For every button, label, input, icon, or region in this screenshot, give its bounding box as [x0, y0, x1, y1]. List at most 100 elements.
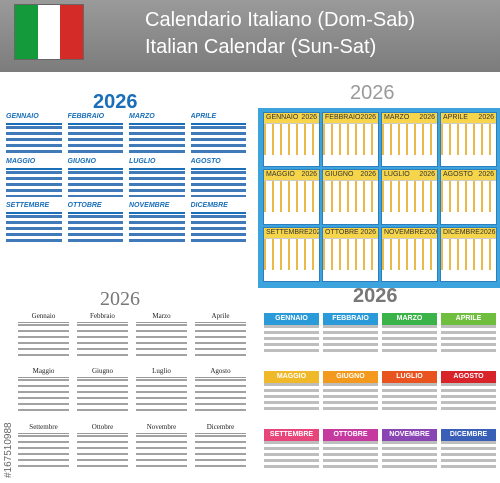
day-rows	[323, 325, 378, 355]
day-rows	[382, 237, 437, 270]
day-rows	[264, 383, 319, 413]
year-label: 2026	[100, 288, 140, 310]
year-label: 2026	[346, 82, 399, 105]
divider	[6, 212, 62, 215]
day-rows	[195, 379, 246, 414]
day-rows	[195, 434, 246, 469]
month-name: Dicembre	[206, 422, 235, 431]
day-rows	[129, 170, 185, 198]
month-year: 2026	[301, 114, 317, 121]
month-8: AGOSTO 2026	[440, 169, 497, 225]
month-name: NOVEMBRE	[129, 202, 170, 210]
month-name: LUGLIO 2026	[382, 170, 437, 181]
month-year: 2026	[360, 228, 376, 236]
day-rows	[382, 441, 437, 471]
month-name: Marzo	[152, 312, 171, 320]
month-name: Febbraio	[90, 312, 115, 320]
divider	[190, 167, 246, 170]
divider	[18, 432, 69, 434]
month-name: LUGLIO	[129, 157, 156, 165]
month-name: NOVEMBRE2026	[382, 227, 437, 238]
month-5: MAGGIO 2026	[263, 169, 320, 225]
month-6: GIUGNO	[67, 157, 123, 198]
month-name: APRILE	[190, 113, 217, 120]
month-name: APRILE 2026	[441, 113, 496, 123]
month-7: LUGLIO 2026	[381, 169, 438, 225]
month-name: NOVEMBRE	[382, 429, 437, 441]
day-rows	[264, 237, 319, 270]
divider	[129, 212, 185, 215]
day-rows	[323, 123, 378, 155]
day-rows	[77, 434, 128, 469]
day-rows	[67, 126, 123, 153]
day-rows	[382, 325, 437, 355]
month-2: FEBBRAIO	[67, 112, 123, 153]
divider	[136, 322, 187, 323]
month-4: APRILE	[441, 313, 496, 365]
month-9: SETTEMBRE	[6, 201, 62, 242]
month-2: FEBBRAIO 2026	[322, 112, 379, 168]
day-rows	[323, 237, 378, 270]
month-4: Aprile	[195, 311, 246, 360]
month-10: OTTOBRE	[323, 429, 378, 481]
month-name: FEBBRAIO	[67, 113, 105, 120]
month-name: Maggio	[32, 367, 55, 376]
day-rows	[441, 180, 496, 213]
month-year: 2026	[479, 228, 496, 236]
month-9: SETTEMBRE2026	[263, 226, 320, 282]
month-name: SETTEMBRE	[264, 429, 319, 441]
month-name: Settembre	[29, 422, 58, 431]
month-name: Ottobre	[91, 422, 114, 431]
day-rows	[77, 379, 128, 414]
month-12: DICEMBRE	[441, 429, 496, 481]
month-9: SETTEMBRE	[264, 429, 319, 481]
divider	[77, 322, 128, 323]
month-name: FEBBRAIO 2026	[323, 113, 378, 123]
month-5: MAGGIO	[6, 157, 62, 198]
month-name: SETTEMBRE	[6, 202, 50, 210]
month-name: Aprile	[211, 312, 230, 320]
month-1: GENNAIO	[264, 313, 319, 365]
day-rows	[136, 379, 187, 414]
divider	[77, 432, 128, 434]
month-name: GENNAIO 2026	[264, 113, 319, 123]
month-name: MAGGIO	[6, 157, 36, 165]
flag-green-stripe	[15, 5, 38, 59]
divider	[18, 377, 69, 379]
month-name: GENNAIO	[6, 113, 39, 120]
day-rows	[382, 180, 437, 213]
month-12: DICEMBRE 2026	[440, 226, 497, 282]
header-banner: Calendario Italiano (Dom-Sab) Italian Ca…	[0, 0, 500, 72]
month-name: MAGGIO	[264, 371, 319, 383]
month-6: Giugno	[77, 366, 128, 415]
month-name: OTTOBRE	[67, 202, 102, 210]
month-3: MARZO	[382, 313, 437, 365]
month-6: GIUGNO 2026	[322, 169, 379, 225]
month-7: LUGLIO	[129, 157, 185, 198]
stock-watermark: #167510988	[3, 422, 14, 478]
day-rows	[190, 215, 246, 242]
month-7: LUGLIO	[382, 371, 437, 423]
divider	[195, 432, 246, 434]
day-rows	[129, 215, 185, 242]
divider	[77, 377, 128, 379]
month-name: GIUGNO 2026	[323, 170, 378, 181]
month-9: Settembre	[18, 422, 69, 471]
month-name: SETTEMBRE2026	[264, 227, 319, 238]
day-rows	[264, 325, 319, 355]
flag-white-stripe	[37, 5, 61, 59]
month-name: MARZO 2026	[382, 113, 437, 123]
month-year: 2026	[360, 171, 376, 179]
month-name: GIUGNO	[67, 157, 96, 165]
month-year: 2026	[360, 114, 376, 121]
month-name: MARZO	[129, 113, 155, 120]
day-rows	[441, 237, 496, 270]
month-4: APRILE 2026	[440, 112, 497, 168]
day-rows	[264, 180, 319, 213]
month-year: 2026	[424, 228, 437, 236]
month-name: DICEMBRE 2026	[441, 227, 496, 238]
day-rows	[77, 324, 128, 358]
divider	[190, 212, 246, 215]
flag-red-stripe	[60, 5, 84, 59]
month-11: Novembre	[136, 422, 187, 471]
